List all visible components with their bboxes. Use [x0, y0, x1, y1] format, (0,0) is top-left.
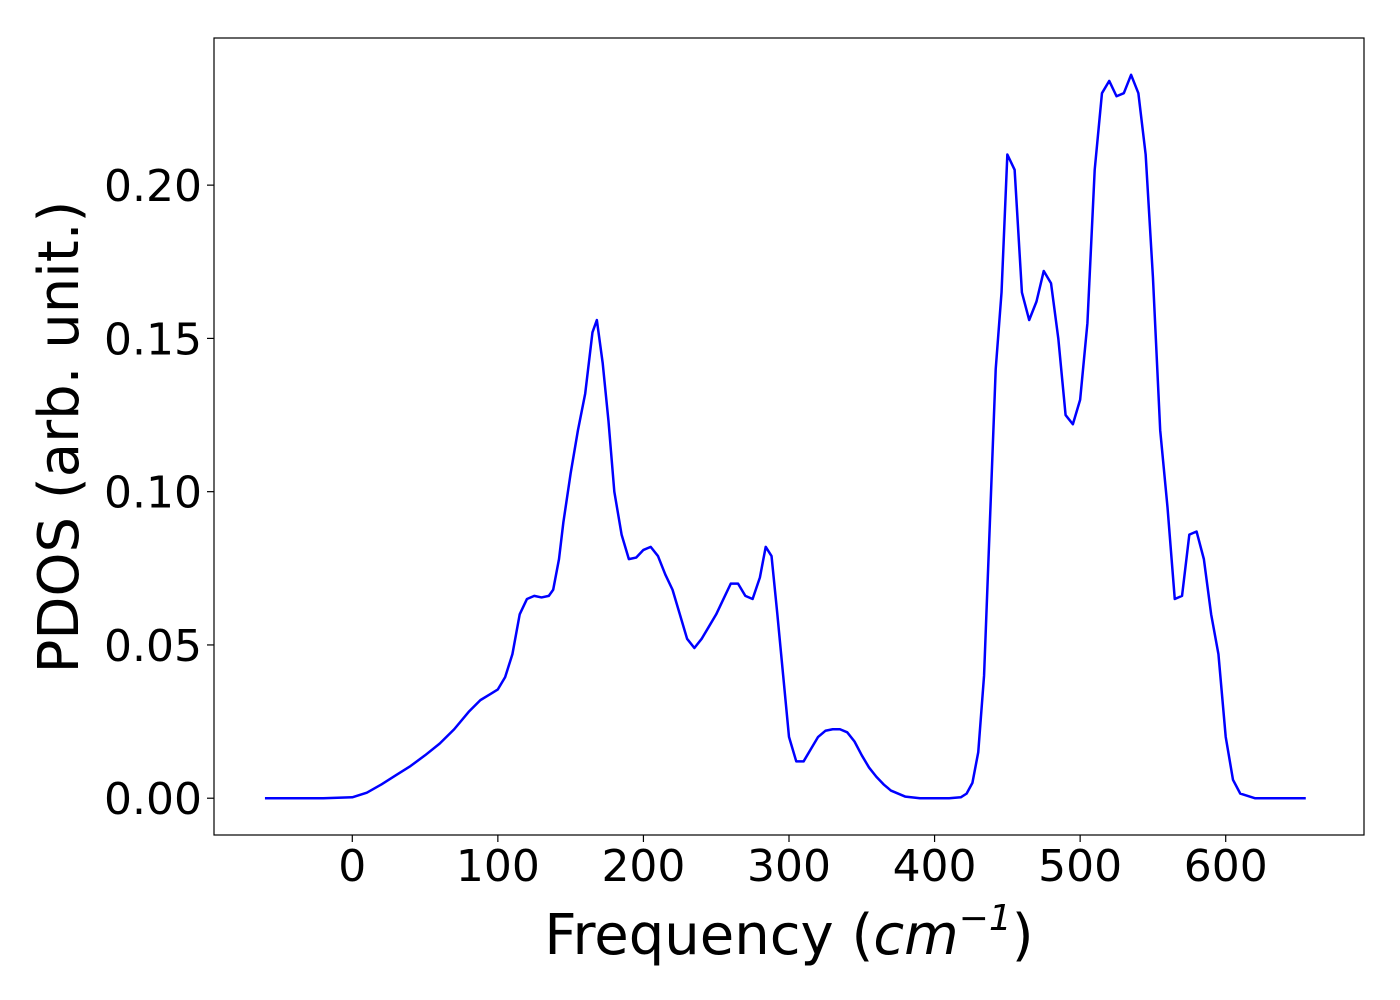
x-tick-label: 500 [1038, 841, 1122, 892]
pdos-series-line [264, 73, 1306, 800]
x-tick-label: 200 [601, 841, 685, 892]
y-tick-label: 0.00 [104, 774, 202, 825]
x-axis-title-unit: cm [873, 903, 958, 968]
x-tick-label: 0 [338, 841, 366, 892]
y-axis-ticks: 0.00 0.05 0.10 0.15 0.20 [104, 161, 214, 825]
x-tick-label: 400 [893, 841, 977, 892]
y-tick-label: 0.20 [104, 161, 202, 212]
y-axis-title: PDOS (arb. unit.) [27, 201, 92, 674]
plot-frame [213, 37, 1365, 836]
x-tick-label: 600 [1184, 841, 1268, 892]
x-axis-ticks: 0 100 200 300 400 500 600 [338, 835, 1268, 892]
y-tick-label: 0.15 [104, 314, 202, 365]
x-axis-title-exponent: −1 [959, 898, 1012, 939]
y-tick-label: 0.05 [104, 621, 202, 672]
x-axis-title-close: ) [1012, 903, 1034, 968]
x-axis-title-text: Frequency ( [544, 903, 873, 968]
x-axis-title: Frequency (cm−1) [544, 898, 1033, 968]
x-tick-label: 300 [747, 841, 831, 892]
x-tick-label: 100 [456, 841, 540, 892]
y-tick-label: 0.10 [104, 468, 202, 519]
